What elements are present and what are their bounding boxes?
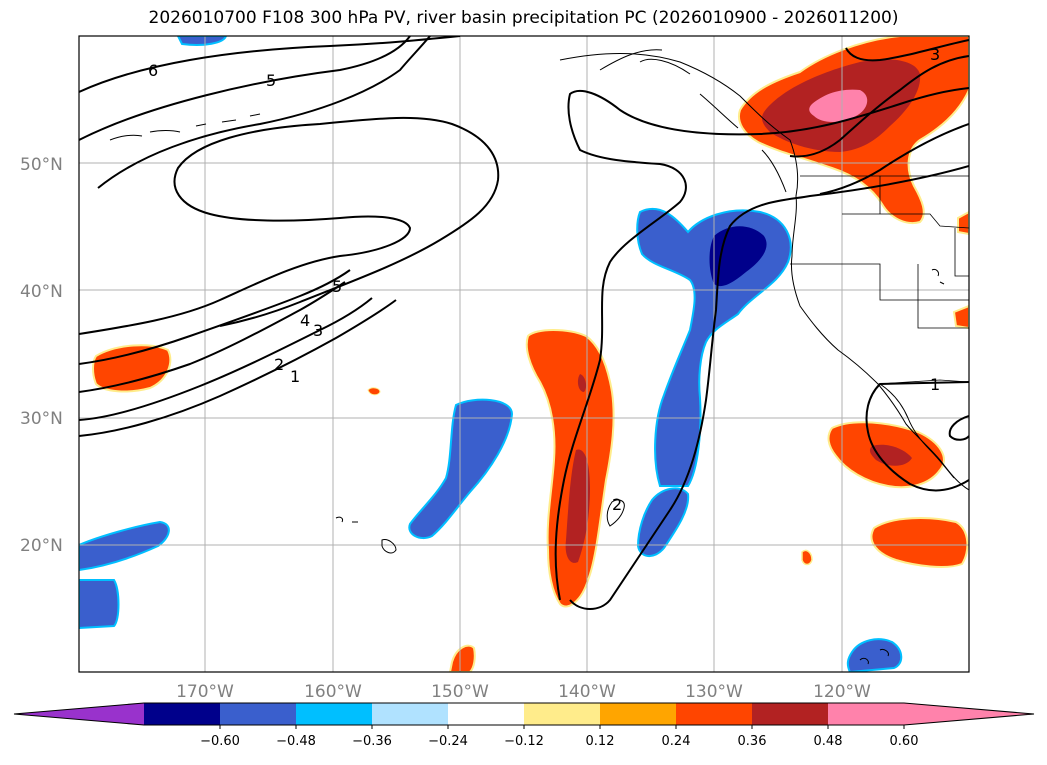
colorbar-over-arrow — [904, 703, 1034, 725]
colorbar-bin — [296, 703, 373, 725]
colorbar-bin — [372, 703, 449, 725]
pv-contour-labels: 6 5 5 4 3 2 1 3 1 2 — [148, 45, 940, 514]
colorbar-bin — [828, 703, 905, 725]
colorbar-tick-label: −0.48 — [276, 734, 316, 749]
lat-label-50n: 50°N — [20, 155, 63, 175]
contour-label: 5 — [266, 71, 276, 90]
contour-label: 2 — [274, 355, 284, 374]
contour-label: 5 — [332, 277, 342, 296]
colorbar-bin — [524, 703, 601, 725]
colorbar-tick-label: 0.24 — [662, 734, 691, 749]
graticule — [79, 36, 969, 672]
contour-label: 4 — [300, 311, 310, 330]
contour-label: 3 — [930, 45, 940, 64]
negative-precip-anomalies — [79, 36, 903, 672]
map-title: 2026010700 F108 300 hPa PV, river basin … — [148, 8, 899, 28]
contour-label: 2 — [612, 495, 622, 514]
colorbar-tick-label: 0.36 — [738, 734, 767, 749]
lon-label-160w: 160°W — [304, 682, 362, 702]
longitude-labels: 170°W 160°W 150°W 140°W 130°W 120°W — [176, 682, 871, 702]
colorbar-bin — [448, 703, 525, 725]
colorbar-tick-label: 0.48 — [814, 734, 843, 749]
lat-label-20n: 20°N — [20, 536, 63, 556]
colorbar-bin — [600, 703, 677, 725]
coastlines — [109, 49, 969, 665]
colorbar-bin — [220, 703, 297, 725]
colorbar-tick-label: −0.36 — [352, 734, 392, 749]
colorbar-tick-label: −0.12 — [504, 734, 544, 749]
lon-label-120w: 120°W — [813, 682, 871, 702]
colorbar-bin — [144, 703, 221, 725]
map-content: 6 5 5 4 3 2 1 3 1 2 — [79, 36, 969, 672]
colorbar-tick-label: −0.24 — [428, 734, 468, 749]
colorbar-tick-label: 0.12 — [586, 734, 615, 749]
lon-label-170w: 170°W — [176, 682, 234, 702]
colorbar-under-arrow — [14, 703, 144, 725]
pv-contours — [79, 36, 969, 610]
lon-label-150w: 150°W — [431, 682, 489, 702]
colorbar-tick-label: 0.60 — [890, 734, 919, 749]
contour-label: 3 — [313, 321, 323, 340]
map-frame — [78, 35, 970, 673]
contour-label: 6 — [148, 61, 158, 80]
lat-label-30n: 30°N — [20, 409, 63, 429]
colorbar-bin — [752, 703, 829, 725]
colorbar: −0.60 −0.48 −0.36 −0.24 −0.12 0.12 0.24 0.36 0.4… — [13, 702, 1035, 749]
contour-label: 1 — [290, 367, 300, 386]
contour-label: 1 — [930, 375, 940, 394]
lon-label-140w: 140°W — [558, 682, 616, 702]
lat-label-40n: 40°N — [20, 282, 63, 302]
lon-label-130w: 130°W — [685, 682, 743, 702]
colorbar-bin — [676, 703, 753, 725]
latitude-labels: 50°N 40°N 30°N 20°N — [20, 155, 63, 556]
colorbar-tick-label: −0.60 — [200, 734, 240, 749]
